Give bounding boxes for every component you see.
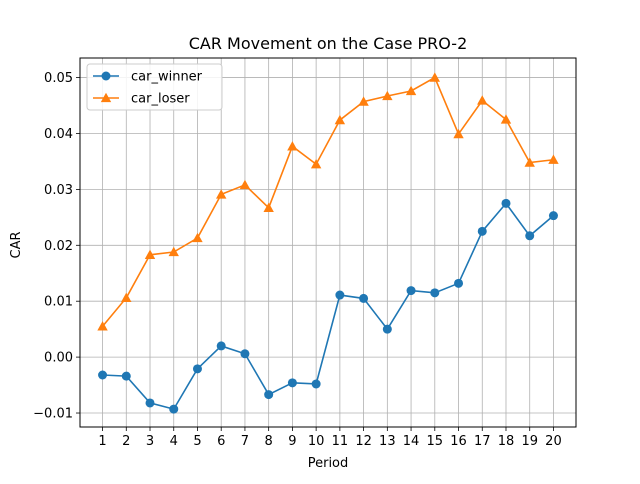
- data-point-car_winner: [430, 288, 439, 297]
- data-point-car_winner: [122, 372, 131, 381]
- data-point-car_winner: [407, 286, 416, 295]
- y-tick-label: 0.02: [44, 239, 73, 254]
- series-line-car_loser: [103, 78, 554, 327]
- series-car_winner: [98, 199, 558, 414]
- x-tick-label: 15: [427, 434, 444, 449]
- data-point-car_winner: [312, 379, 321, 388]
- x-tick-label: 2: [122, 434, 130, 449]
- data-point-car_winner: [169, 405, 178, 414]
- data-point-car_winner: [264, 390, 273, 399]
- series-layer: [97, 72, 558, 413]
- data-point-car_winner: [359, 294, 368, 303]
- data-point-car_loser: [121, 293, 131, 302]
- y-tick-label: −0.01: [33, 407, 73, 422]
- data-point-car_winner: [288, 378, 297, 387]
- x-tick-label: 5: [193, 434, 201, 449]
- x-tick-label: 18: [498, 434, 515, 449]
- data-point-car_loser: [287, 141, 297, 150]
- y-tick-label: 0.00: [44, 351, 73, 366]
- data-point-car_winner: [193, 364, 202, 373]
- data-point-car_loser: [169, 247, 179, 256]
- series-line-car_winner: [103, 203, 554, 409]
- data-point-car_winner: [501, 199, 510, 208]
- x-tick-label: 1: [98, 434, 106, 449]
- x-tick-label: 10: [308, 434, 325, 449]
- x-tick-label: 6: [217, 434, 225, 449]
- x-tick-label: 4: [170, 434, 178, 449]
- data-point-car_winner: [478, 227, 487, 236]
- x-tick-label: 14: [403, 434, 420, 449]
- data-point-car_winner: [335, 291, 344, 300]
- x-tick-label: 17: [474, 434, 491, 449]
- legend-label: car_loser: [131, 92, 190, 107]
- y-axis-ticks: −0.01 0.00 0.01 0.02 0.03 0.04 0.05: [33, 71, 80, 421]
- data-point-car_winner: [525, 231, 534, 240]
- x-tick-label: 16: [450, 434, 467, 449]
- data-point-car_loser: [240, 180, 250, 189]
- x-tick-label: 7: [241, 434, 249, 449]
- x-axis-ticks: 1 2 3 4 5 6 7 8 9 10 11 12 13 14 15 16 17 18 19 20: [98, 427, 561, 449]
- legend-marker: [102, 72, 111, 81]
- x-tick-label: 13: [379, 434, 396, 449]
- data-point-car_loser: [406, 86, 416, 95]
- data-point-car_loser: [430, 72, 440, 81]
- x-tick-label: 3: [146, 434, 154, 449]
- plot-frame: [80, 58, 576, 427]
- x-axis-label: Period: [308, 456, 349, 471]
- legend-label: car_winner: [131, 70, 203, 85]
- y-tick-label: 0.04: [44, 127, 73, 142]
- data-point-car_winner: [240, 349, 249, 358]
- series-car_loser: [97, 72, 558, 330]
- x-tick-label: 20: [545, 434, 562, 449]
- data-point-car_winner: [146, 398, 155, 407]
- x-tick-label: 8: [265, 434, 273, 449]
- y-tick-label: 0.05: [44, 71, 73, 86]
- data-point-car_loser: [477, 95, 487, 104]
- x-tick-label: 9: [288, 434, 296, 449]
- x-tick-label: 19: [521, 434, 538, 449]
- legend: car_winner car_loser: [87, 64, 222, 110]
- chart-title: CAR Movement on the Case PRO-2: [189, 34, 468, 53]
- x-tick-label: 12: [355, 434, 372, 449]
- y-axis-label: CAR: [9, 231, 24, 258]
- data-point-car_loser: [192, 233, 202, 242]
- data-point-car_winner: [217, 341, 226, 350]
- data-point-car_loser: [548, 155, 558, 164]
- data-point-car_winner: [454, 279, 463, 288]
- data-point-car_loser: [216, 189, 226, 198]
- y-tick-label: 0.03: [44, 183, 73, 198]
- x-tick-label: 11: [332, 434, 349, 449]
- grid-lines: [80, 58, 576, 427]
- data-point-car_winner: [383, 325, 392, 334]
- data-point-car_winner: [549, 211, 558, 220]
- y-tick-label: 0.01: [44, 295, 73, 310]
- data-point-car_winner: [98, 371, 107, 380]
- data-point-car_loser: [311, 159, 321, 168]
